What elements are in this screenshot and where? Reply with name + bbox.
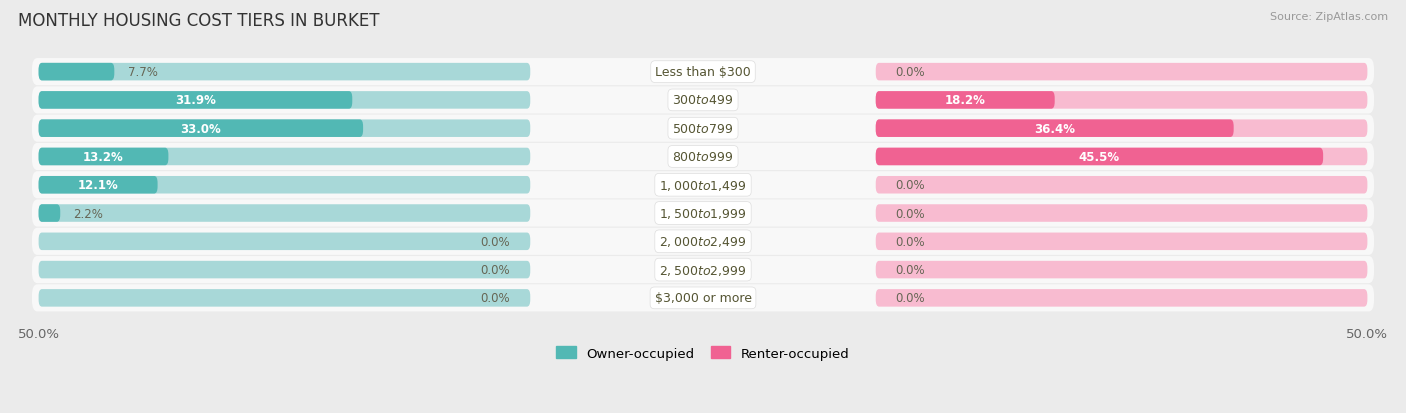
Text: 2.2%: 2.2% xyxy=(73,207,104,220)
Text: 0.0%: 0.0% xyxy=(896,292,925,305)
FancyBboxPatch shape xyxy=(38,148,169,166)
Text: $800 to $999: $800 to $999 xyxy=(672,151,734,164)
FancyBboxPatch shape xyxy=(876,205,1368,222)
Text: 13.2%: 13.2% xyxy=(83,151,124,164)
Text: 7.7%: 7.7% xyxy=(128,66,157,79)
FancyBboxPatch shape xyxy=(876,233,1368,250)
Text: 0.0%: 0.0% xyxy=(896,235,925,248)
Text: MONTHLY HOUSING COST TIERS IN BURKET: MONTHLY HOUSING COST TIERS IN BURKET xyxy=(18,12,380,30)
Text: $1,000 to $1,499: $1,000 to $1,499 xyxy=(659,178,747,192)
FancyBboxPatch shape xyxy=(32,144,1374,171)
Text: 33.0%: 33.0% xyxy=(180,122,221,135)
Text: 0.0%: 0.0% xyxy=(481,263,510,276)
FancyBboxPatch shape xyxy=(38,92,353,109)
FancyBboxPatch shape xyxy=(876,148,1368,166)
FancyBboxPatch shape xyxy=(38,64,114,81)
FancyBboxPatch shape xyxy=(38,233,530,250)
Text: 0.0%: 0.0% xyxy=(896,179,925,192)
Text: 0.0%: 0.0% xyxy=(896,263,925,276)
FancyBboxPatch shape xyxy=(876,148,1323,166)
Legend: Owner-occupied, Renter-occupied: Owner-occupied, Renter-occupied xyxy=(557,347,849,360)
Text: $2,000 to $2,499: $2,000 to $2,499 xyxy=(659,235,747,249)
FancyBboxPatch shape xyxy=(876,92,1054,109)
Text: 31.9%: 31.9% xyxy=(174,94,217,107)
FancyBboxPatch shape xyxy=(38,148,530,166)
FancyBboxPatch shape xyxy=(38,120,363,138)
FancyBboxPatch shape xyxy=(38,176,530,194)
Text: $500 to $799: $500 to $799 xyxy=(672,122,734,135)
Text: 12.1%: 12.1% xyxy=(77,179,118,192)
FancyBboxPatch shape xyxy=(38,205,530,222)
Text: Less than $300: Less than $300 xyxy=(655,66,751,79)
FancyBboxPatch shape xyxy=(32,200,1374,227)
FancyBboxPatch shape xyxy=(32,115,1374,142)
FancyBboxPatch shape xyxy=(876,120,1368,138)
FancyBboxPatch shape xyxy=(876,261,1368,279)
FancyBboxPatch shape xyxy=(876,176,1368,194)
Text: Source: ZipAtlas.com: Source: ZipAtlas.com xyxy=(1270,12,1388,22)
Text: 36.4%: 36.4% xyxy=(1035,122,1076,135)
FancyBboxPatch shape xyxy=(38,64,530,81)
FancyBboxPatch shape xyxy=(38,261,530,279)
FancyBboxPatch shape xyxy=(38,120,530,138)
Text: $1,500 to $1,999: $1,500 to $1,999 xyxy=(659,206,747,221)
Text: 45.5%: 45.5% xyxy=(1078,151,1121,164)
FancyBboxPatch shape xyxy=(32,59,1374,86)
Text: 0.0%: 0.0% xyxy=(896,66,925,79)
FancyBboxPatch shape xyxy=(38,92,530,109)
FancyBboxPatch shape xyxy=(38,290,530,307)
Text: $3,000 or more: $3,000 or more xyxy=(655,292,751,305)
FancyBboxPatch shape xyxy=(32,172,1374,199)
Text: 0.0%: 0.0% xyxy=(481,235,510,248)
Text: $2,500 to $2,999: $2,500 to $2,999 xyxy=(659,263,747,277)
FancyBboxPatch shape xyxy=(32,228,1374,255)
FancyBboxPatch shape xyxy=(876,120,1233,138)
FancyBboxPatch shape xyxy=(32,285,1374,312)
FancyBboxPatch shape xyxy=(38,205,60,222)
FancyBboxPatch shape xyxy=(876,64,1368,81)
Text: 18.2%: 18.2% xyxy=(945,94,986,107)
FancyBboxPatch shape xyxy=(876,92,1368,109)
FancyBboxPatch shape xyxy=(38,176,157,194)
Text: 0.0%: 0.0% xyxy=(481,292,510,305)
FancyBboxPatch shape xyxy=(32,87,1374,114)
Text: $300 to $499: $300 to $499 xyxy=(672,94,734,107)
Text: 0.0%: 0.0% xyxy=(896,207,925,220)
FancyBboxPatch shape xyxy=(876,290,1368,307)
FancyBboxPatch shape xyxy=(32,256,1374,283)
